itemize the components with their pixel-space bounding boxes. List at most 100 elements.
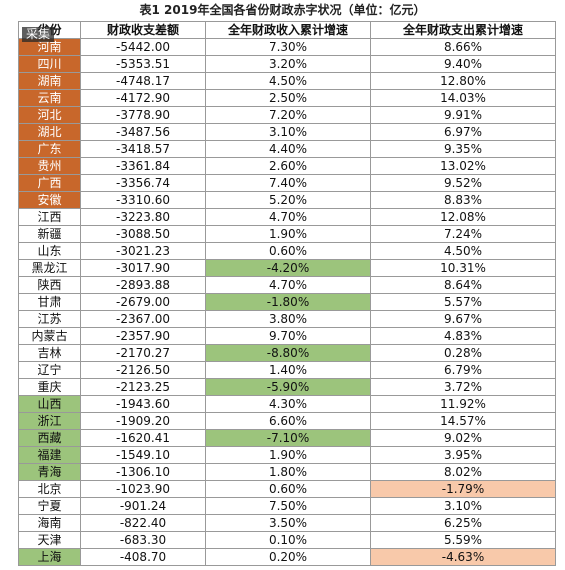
- province-cell: 重庆: [18, 378, 81, 396]
- province-cell: 北京: [18, 480, 81, 498]
- table-row: 西藏 -1620.41 -7.10% 9.02%: [18, 429, 556, 447]
- province-cell: 山东: [18, 242, 81, 260]
- table-row: 上海 -408.70 0.20% -4.63%: [18, 548, 556, 566]
- province-cell: 安徽: [18, 191, 81, 209]
- value-cell: 3.80%: [205, 310, 371, 328]
- value-cell: -1943.60: [80, 395, 206, 413]
- value-cell: -5442.00: [80, 38, 206, 56]
- table-row: 海南 -822.40 3.50% 6.25%: [18, 514, 556, 532]
- header-cell: 财政收支差额: [80, 21, 206, 39]
- value-cell: 7.40%: [205, 174, 371, 192]
- value-cell: 7.20%: [205, 106, 371, 124]
- value-cell: 4.50%: [370, 242, 556, 260]
- table-body: 河南 -5442.00 7.30% 8.66% 四川 -5353.51 3.20% 9.40%…: [18, 38, 556, 566]
- province-cell: 西藏: [18, 429, 81, 447]
- value-cell: -1620.41: [80, 429, 206, 447]
- value-cell: 3.72%: [370, 378, 556, 396]
- value-cell: 5.20%: [205, 191, 371, 209]
- value-cell: 1.90%: [205, 225, 371, 243]
- province-cell: 江西: [18, 208, 81, 226]
- value-cell: 7.30%: [205, 38, 371, 56]
- value-cell: 7.50%: [205, 497, 371, 515]
- value-cell: -3356.74: [80, 174, 206, 192]
- value-cell: -4.20%: [205, 259, 371, 277]
- title: 表1 2019年全国各省份财政赤字状况（单位：亿元）: [139, 3, 426, 17]
- province-cell: 内蒙古: [18, 327, 81, 345]
- value-cell: 3.10%: [205, 123, 371, 141]
- value-cell: 4.30%: [205, 395, 371, 413]
- value-cell: -1.79%: [370, 480, 556, 498]
- table-row: 四川 -5353.51 3.20% 9.40%: [18, 55, 556, 73]
- value-cell: -3017.90: [80, 259, 206, 277]
- value-cell: 0.10%: [205, 531, 371, 549]
- value-cell: 7.24%: [370, 225, 556, 243]
- province-cell: 河南: [18, 38, 81, 56]
- value-cell: -1549.10: [80, 446, 206, 464]
- table-row: 山西 -1943.60 4.30% 11.92%: [18, 395, 556, 413]
- value-cell: 4.70%: [205, 208, 371, 226]
- value-cell: 3.20%: [205, 55, 371, 73]
- value-cell: 9.67%: [370, 310, 556, 328]
- table-row: 北京 -1023.90 0.60% -1.79%: [18, 480, 556, 498]
- table-row: 辽宁 -2126.50 1.40% 6.79%: [18, 361, 556, 379]
- table-row: 青海 -1306.10 1.80% 8.02%: [18, 463, 556, 481]
- table-row: 福建 -1549.10 1.90% 3.95%: [18, 446, 556, 464]
- value-cell: 5.57%: [370, 293, 556, 311]
- province-cell: 陕西: [18, 276, 81, 294]
- value-cell: -2893.88: [80, 276, 206, 294]
- value-cell: 12.80%: [370, 72, 556, 90]
- value-cell: 1.90%: [205, 446, 371, 464]
- value-cell: 1.40%: [205, 361, 371, 379]
- province-cell: 上海: [18, 548, 81, 566]
- value-cell: -2679.00: [80, 293, 206, 311]
- value-cell: -4.63%: [370, 548, 556, 566]
- province-cell: 湖南: [18, 72, 81, 90]
- province-cell: 广西: [18, 174, 81, 192]
- table-row: 江西 -3223.80 4.70% 12.08%: [18, 208, 556, 226]
- value-cell: -822.40: [80, 514, 206, 532]
- value-cell: -2357.90: [80, 327, 206, 345]
- table-row: 甘肃 -2679.00 -1.80% 5.57%: [18, 293, 556, 311]
- table-row: 吉林 -2170.27 -8.80% 0.28%: [18, 344, 556, 362]
- table-row: 安徽 -3310.60 5.20% 8.83%: [18, 191, 556, 209]
- value-cell: -3778.90: [80, 106, 206, 124]
- table-row: 重庆 -2123.25 -5.90% 3.72%: [18, 378, 556, 396]
- value-cell: -3361.84: [80, 157, 206, 175]
- table-row: 广西 -3356.74 7.40% 9.52%: [18, 174, 556, 192]
- value-cell: 2.50%: [205, 89, 371, 107]
- table-row: 浙江 -1909.20 6.60% 14.57%: [18, 412, 556, 430]
- table-row: 湖北 -3487.56 3.10% 6.97%: [18, 123, 556, 141]
- value-cell: 4.70%: [205, 276, 371, 294]
- province-cell: 吉林: [18, 344, 81, 362]
- value-cell: 9.40%: [370, 55, 556, 73]
- value-cell: 4.83%: [370, 327, 556, 345]
- value-cell: 8.64%: [370, 276, 556, 294]
- value-cell: -2170.27: [80, 344, 206, 362]
- province-cell: 宁夏: [18, 497, 81, 515]
- value-cell: 3.10%: [370, 497, 556, 515]
- value-cell: -1909.20: [80, 412, 206, 430]
- value-cell: 1.80%: [205, 463, 371, 481]
- value-cell: 14.03%: [370, 89, 556, 107]
- value-cell: 6.25%: [370, 514, 556, 532]
- province-cell: 河北: [18, 106, 81, 124]
- value-cell: 9.35%: [370, 140, 556, 158]
- value-cell: 10.31%: [370, 259, 556, 277]
- province-cell: 新疆: [18, 225, 81, 243]
- value-cell: 3.50%: [205, 514, 371, 532]
- value-cell: -2126.50: [80, 361, 206, 379]
- province-cell: 海南: [18, 514, 81, 532]
- province-cell: 青海: [18, 463, 81, 481]
- value-cell: 4.40%: [205, 140, 371, 158]
- value-cell: 0.28%: [370, 344, 556, 362]
- value-cell: -3021.23: [80, 242, 206, 260]
- watermark: 采集: [22, 27, 55, 42]
- province-cell: 辽宁: [18, 361, 81, 379]
- value-cell: 8.83%: [370, 191, 556, 209]
- value-cell: -1306.10: [80, 463, 206, 481]
- value-cell: 13.02%: [370, 157, 556, 175]
- value-cell: -1.80%: [205, 293, 371, 311]
- header-row: 省份财政收支差额全年财政收入累计增速全年财政支出累计增速: [18, 21, 556, 39]
- table-row: 河南 -5442.00 7.30% 8.66%: [18, 38, 556, 56]
- value-cell: 6.79%: [370, 361, 556, 379]
